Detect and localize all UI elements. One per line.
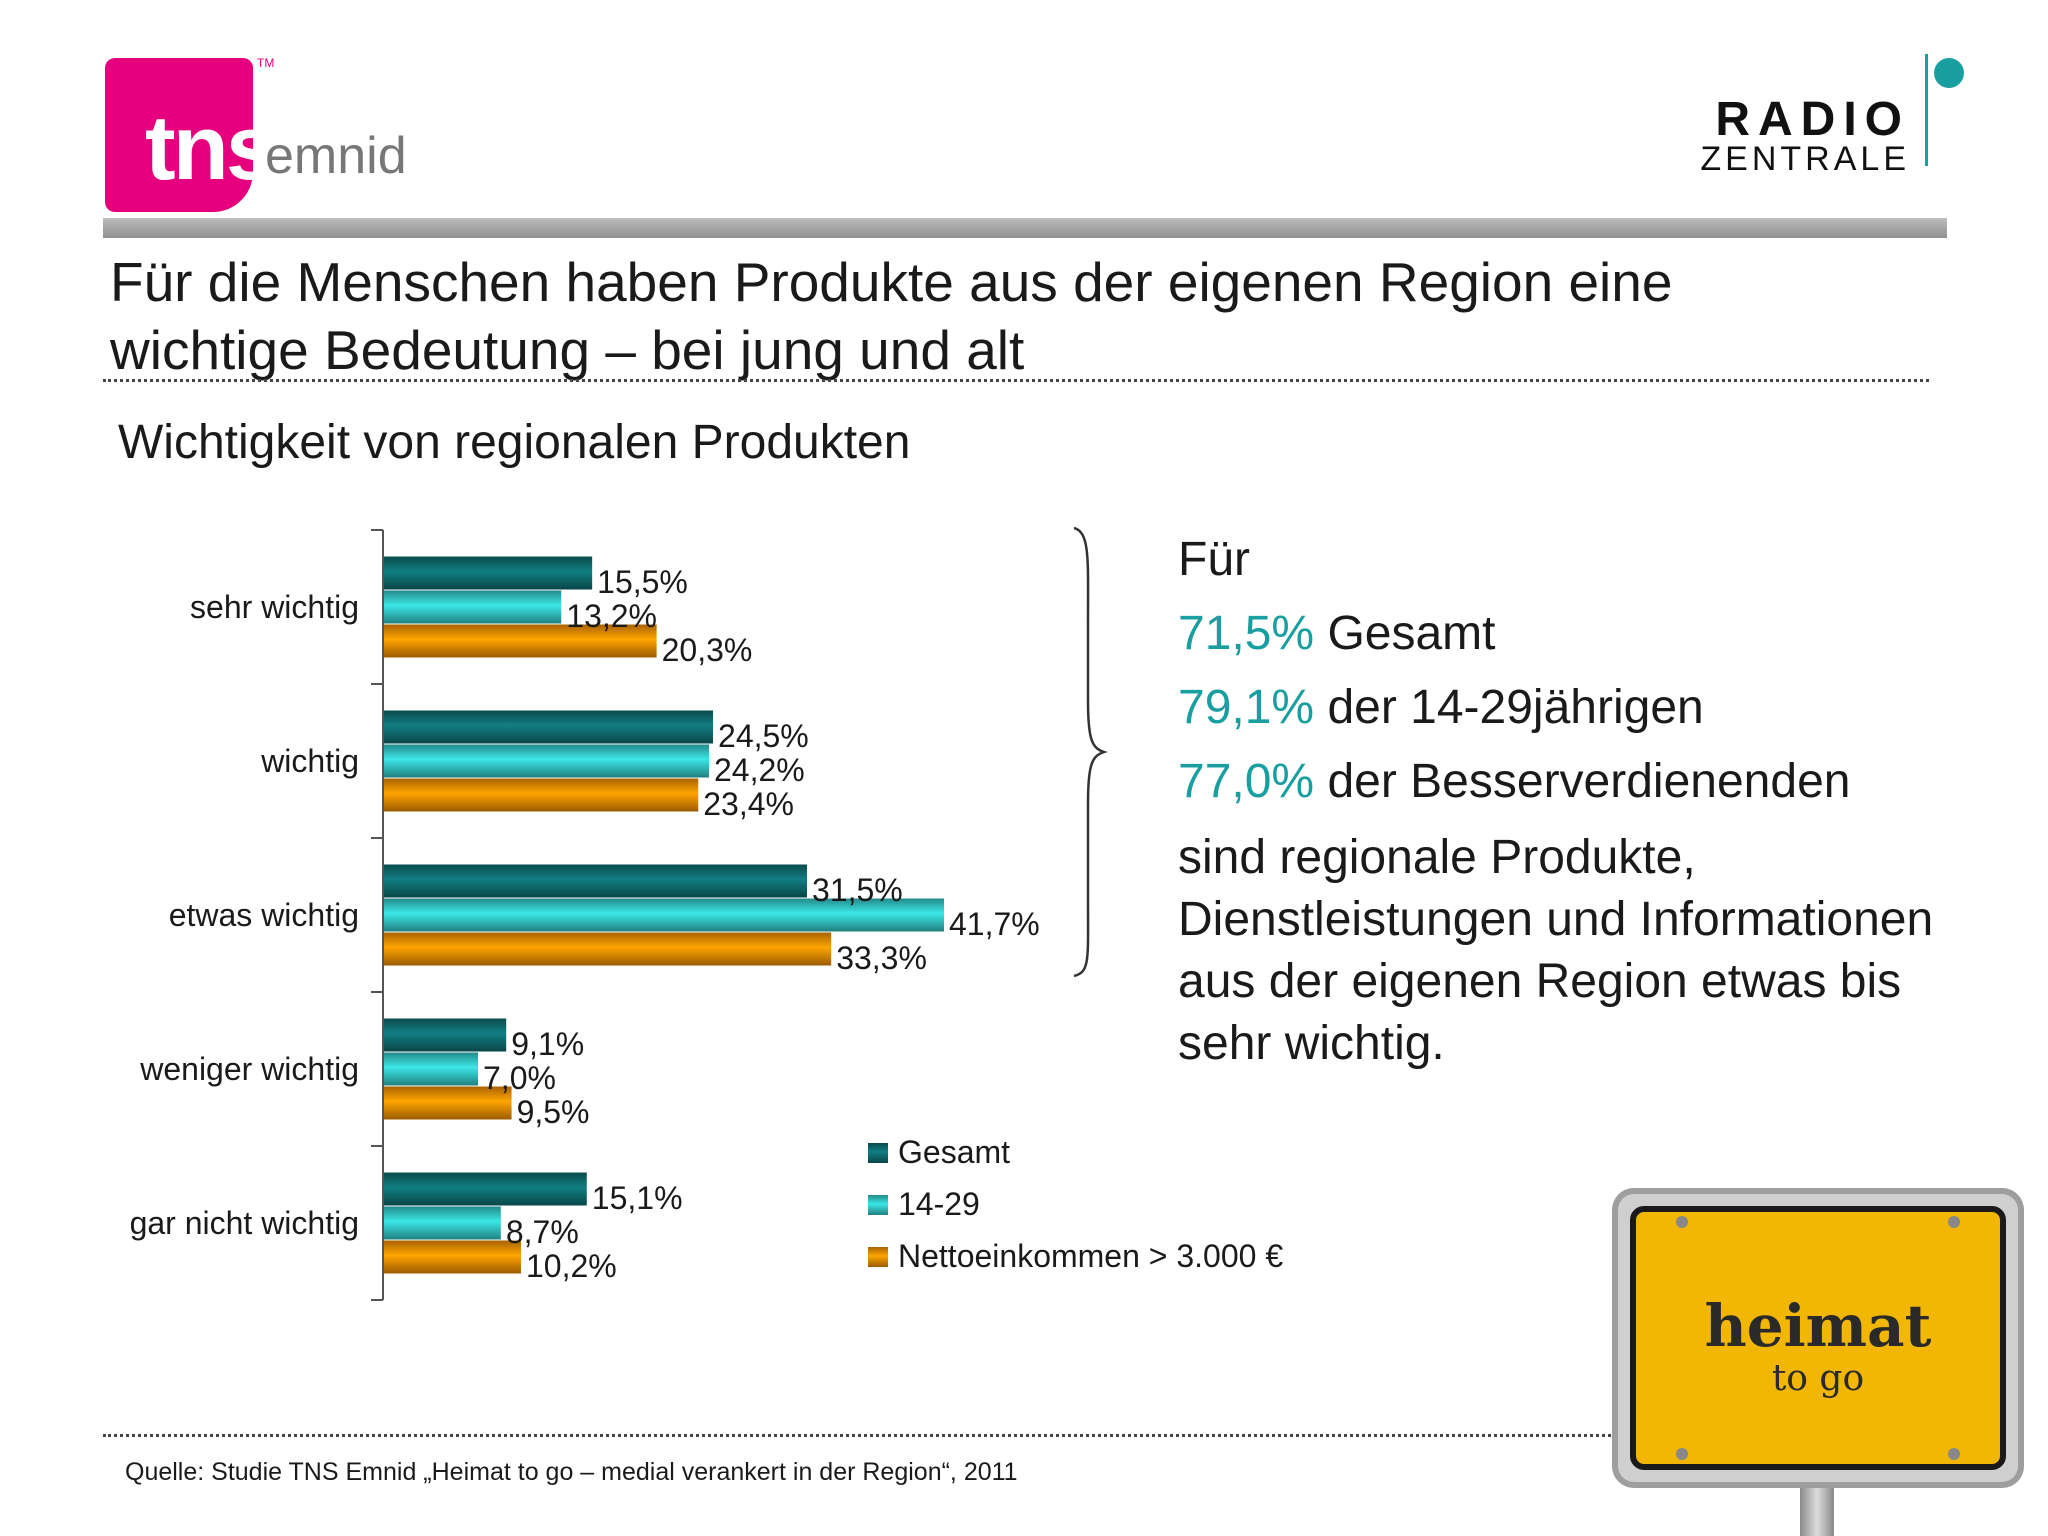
data-label: 15,5% xyxy=(597,564,688,600)
emnid-logo-word: emnid xyxy=(265,127,407,185)
bar-nettoeinkommen xyxy=(384,1240,521,1274)
bar-nettoeinkommen xyxy=(384,1086,512,1120)
stat-text: der 14-29jährigen xyxy=(1327,681,1704,734)
data-label: 13,2% xyxy=(566,598,657,634)
summary-conclusion: sind regionale Produkte, Dienstleistunge… xyxy=(1178,831,1934,1070)
legend-swatch xyxy=(868,1195,888,1215)
data-label: 8,7% xyxy=(506,1214,579,1250)
bar-nettoeinkommen xyxy=(384,932,832,966)
bar-gesamt xyxy=(384,556,593,590)
category-label: gar nicht wichtig xyxy=(130,1205,359,1241)
data-label: 41,7% xyxy=(949,906,1040,942)
tns-logo-word: tns xyxy=(145,97,277,199)
bar-nettoeinkommen xyxy=(384,778,699,812)
legend-label: 14-29 xyxy=(898,1186,980,1222)
slide-headline: Für die Menschen haben Produkte aus der … xyxy=(110,251,1673,381)
header-rule xyxy=(103,218,1947,238)
bar-14-29 xyxy=(384,590,562,624)
tns-trademark: TM xyxy=(257,56,275,70)
summary-intro: Für xyxy=(1178,533,1250,586)
bar-nettoeinkommen xyxy=(384,624,657,658)
legend-label: Gesamt xyxy=(898,1134,1010,1170)
bar-14-29 xyxy=(384,744,709,778)
data-label: 23,4% xyxy=(703,786,794,822)
heimat-to-go-sign: heimat to go xyxy=(1612,1188,2024,1488)
data-label: 33,3% xyxy=(836,940,927,976)
sign-subtitle: to go xyxy=(1771,1358,1865,1399)
category-label: weniger wichtig xyxy=(139,1051,359,1087)
radio-logo-word: RADIO xyxy=(1715,93,1910,146)
stat-value: 71,5% xyxy=(1178,607,1315,660)
sign-bolt xyxy=(1676,1216,1688,1228)
data-label: 31,5% xyxy=(812,872,903,908)
legend-label: Nettoeinkommen > 3.000 € xyxy=(898,1238,1283,1274)
data-label: 24,5% xyxy=(718,718,809,754)
sign-title: heimat xyxy=(1704,1292,1932,1360)
data-label: 9,5% xyxy=(517,1094,590,1130)
radio-zentrale-logo: RADIO ZENTRALE xyxy=(1660,52,1980,178)
legend-swatch xyxy=(868,1247,888,1267)
headline-divider xyxy=(103,379,1929,382)
bar-14-29 xyxy=(384,1052,479,1086)
bar-14-29 xyxy=(384,898,944,932)
data-label: 10,2% xyxy=(526,1248,617,1284)
tns-emnid-logo: TM tns emnid xyxy=(105,56,407,216)
data-label: 15,1% xyxy=(592,1180,683,1216)
bar-gesamt xyxy=(384,1172,587,1206)
radio-logo-bar xyxy=(1925,54,1928,166)
chart-title: Wichtigkeit von regionalen Produkten xyxy=(118,416,911,469)
bar-14-29 xyxy=(384,1206,501,1240)
bar-gesamt xyxy=(384,864,808,898)
sign-bolt xyxy=(1676,1448,1688,1460)
stat-text: Gesamt xyxy=(1327,607,1496,660)
footer-divider xyxy=(103,1434,1623,1437)
sign-bolt xyxy=(1948,1216,1960,1228)
tns-badge xyxy=(105,58,253,212)
summary-stat-gesamt: 71,5% Gesamt xyxy=(1178,597,1998,671)
category-label: etwas wichtig xyxy=(169,897,359,933)
stat-text: der Besserverdienenden xyxy=(1327,755,1851,808)
stat-value: 79,1% xyxy=(1178,681,1315,734)
sign-face: heimat to go xyxy=(1630,1206,2006,1470)
curly-brace xyxy=(1073,526,1108,978)
summary-stat-earners: 77,0% der Besserverdienenden xyxy=(1178,745,1998,819)
radio-logo-dot xyxy=(1934,58,1964,88)
bar-gesamt xyxy=(384,1018,507,1052)
data-label: 20,3% xyxy=(662,632,753,668)
category-label: sehr wichtig xyxy=(190,589,359,625)
summary-text: Für 71,5% Gesamt 79,1% der 14-29jährigen… xyxy=(1178,523,1998,1075)
zentrale-logo-word: ZENTRALE xyxy=(1700,140,1910,178)
stat-value: 77,0% xyxy=(1178,755,1315,808)
bar-gesamt xyxy=(384,710,714,744)
category-label: wichtig xyxy=(260,743,359,779)
data-label: 9,1% xyxy=(511,1026,584,1062)
data-label: 24,2% xyxy=(714,752,805,788)
sign-pole xyxy=(1800,1488,1834,1536)
legend-swatch xyxy=(868,1143,888,1163)
sign-bolt xyxy=(1948,1448,1960,1460)
source-note: Quelle: Studie TNS Emnid „Heimat to go –… xyxy=(125,1458,1018,1486)
summary-stat-young: 79,1% der 14-29jährigen xyxy=(1178,671,1998,745)
data-label: 7,0% xyxy=(483,1060,556,1096)
